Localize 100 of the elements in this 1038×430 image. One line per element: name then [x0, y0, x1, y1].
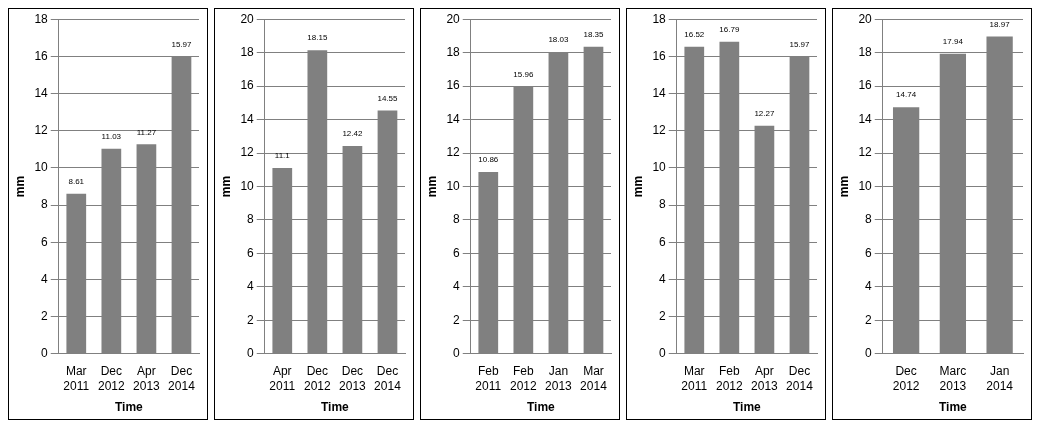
- data-label: 11.1: [274, 151, 291, 161]
- data-label: 15.97: [789, 40, 811, 50]
- data-label: 15.97: [171, 40, 193, 50]
- y-tick-label: 20: [240, 11, 255, 26]
- y-axis-title: mm: [424, 175, 439, 198]
- y-tick-label: 4: [659, 271, 667, 286]
- y-tick-label: 0: [453, 346, 461, 361]
- y-tick-label: 12: [652, 123, 667, 138]
- x-axis-title: Time: [938, 400, 968, 415]
- y-tick-label: 8: [247, 212, 255, 227]
- x-tick-label: Dec 2013: [339, 364, 367, 393]
- y-tick-label: 8: [41, 197, 49, 212]
- y-axis-title: mm: [218, 175, 233, 198]
- y-tick-label: 18: [446, 44, 461, 59]
- data-label: 16.79: [719, 24, 740, 34]
- data-label: 18.97: [989, 19, 1011, 29]
- x-axis-title: Time: [526, 400, 556, 415]
- y-axis-title: mm: [836, 175, 851, 198]
- y-tick-label: 4: [453, 279, 461, 294]
- data-label: 17.94: [942, 36, 964, 46]
- y-tick-label: 6: [453, 245, 461, 260]
- y-tick-label: 18: [240, 44, 255, 59]
- x-tick-label: Jan 2013: [545, 364, 573, 393]
- y-tick-label: 12: [240, 145, 255, 160]
- y-tick-label: 10: [858, 178, 873, 193]
- y-tick-label: 16: [240, 78, 255, 93]
- y-tick-label: 0: [247, 346, 255, 361]
- y-tick-label: 16: [34, 48, 49, 63]
- y-axis-title: mm: [630, 175, 645, 198]
- x-tick-label: Dec 2014: [168, 364, 196, 393]
- y-tick-label: 14: [652, 85, 667, 100]
- y-tick-label: 12: [446, 145, 461, 160]
- y-tick-label: 14: [858, 111, 873, 126]
- y-tick-label: 12: [858, 145, 873, 160]
- y-tick-label: 6: [41, 234, 49, 249]
- y-tick-label: 6: [659, 234, 667, 249]
- x-tick-label: Jan 2014: [986, 364, 1014, 393]
- y-tick-label: 16: [652, 48, 667, 63]
- y-tick-label: 14: [34, 85, 49, 100]
- y-tick-label: 20: [446, 11, 461, 26]
- y-tick-label: 18: [652, 11, 667, 26]
- y-tick-label: 10: [652, 160, 667, 175]
- y-tick-label: 10: [34, 160, 49, 175]
- data-label: 14.74: [896, 90, 917, 100]
- data-label: 10.86: [478, 155, 499, 165]
- x-tick-label: Dec 2012: [97, 364, 126, 393]
- data-label: 12.42: [342, 129, 363, 139]
- data-label: 8.61: [68, 176, 85, 186]
- data-label: 16.52: [684, 29, 705, 39]
- y-tick-label: 18: [858, 44, 873, 59]
- x-tick-label: Apr 2013: [133, 364, 161, 393]
- x-tick-label: Mar 2011: [63, 364, 90, 393]
- y-tick-label: 14: [240, 111, 255, 126]
- y-tick-label: 6: [247, 245, 255, 260]
- data-label: 18.35: [583, 30, 605, 40]
- y-tick-label: 0: [41, 346, 49, 361]
- x-axis-title: Time: [114, 400, 144, 415]
- y-tick-label: 20: [858, 11, 873, 26]
- x-tick-label: Feb 2012: [509, 364, 538, 393]
- x-tick-label: Mar 2014: [580, 364, 608, 393]
- y-tick-label: 14: [446, 111, 461, 126]
- x-tick-label: Dec 2012: [303, 364, 332, 393]
- y-tick-label: 4: [41, 271, 49, 286]
- y-tick-label: 2: [659, 308, 667, 323]
- y-axis-title: mm: [12, 175, 27, 198]
- data-label: 14.55: [377, 93, 399, 103]
- x-tick-label: Apr 2013: [751, 364, 779, 393]
- x-tick-label: Mar 2011: [681, 364, 708, 393]
- data-label: 18.03: [548, 35, 569, 45]
- y-tick-label: 8: [453, 212, 461, 227]
- y-tick-label: 4: [865, 279, 873, 294]
- x-tick-label: Dec 2014: [374, 364, 402, 393]
- x-tick-label: Feb 2011: [475, 364, 502, 393]
- x-tick-label: Dec 2014: [786, 364, 814, 393]
- x-axis-title: Time: [320, 400, 350, 415]
- y-tick-label: 0: [865, 346, 873, 361]
- y-tick-label: 10: [240, 178, 255, 193]
- x-tick-label: Marc 2013: [939, 364, 967, 393]
- y-tick-label: 16: [446, 78, 461, 93]
- y-tick-label: 10: [446, 178, 461, 193]
- y-tick-label: 4: [247, 279, 255, 294]
- y-tick-label: 0: [659, 346, 667, 361]
- y-tick-label: 12: [34, 123, 49, 138]
- data-label: 15.96: [513, 69, 534, 79]
- x-axis-title: Time: [732, 400, 762, 415]
- data-label: 12.27: [754, 108, 775, 118]
- x-tick-label: Apr 2011: [269, 364, 296, 393]
- x-tick-label: Dec 2012: [892, 364, 920, 393]
- y-tick-label: 2: [41, 308, 49, 323]
- data-label: 18.15: [307, 33, 328, 43]
- y-tick-label: 2: [453, 312, 461, 327]
- y-tick-label: 2: [247, 312, 255, 327]
- data-label: 11.03: [101, 131, 122, 141]
- y-tick-label: 8: [659, 197, 667, 212]
- y-tick-label: 18: [34, 11, 49, 26]
- y-tick-label: 16: [858, 78, 873, 93]
- y-tick-label: 2: [865, 312, 873, 327]
- data-label: 11.27: [136, 127, 157, 137]
- y-tick-label: 6: [865, 245, 873, 260]
- y-tick-label: 8: [865, 212, 873, 227]
